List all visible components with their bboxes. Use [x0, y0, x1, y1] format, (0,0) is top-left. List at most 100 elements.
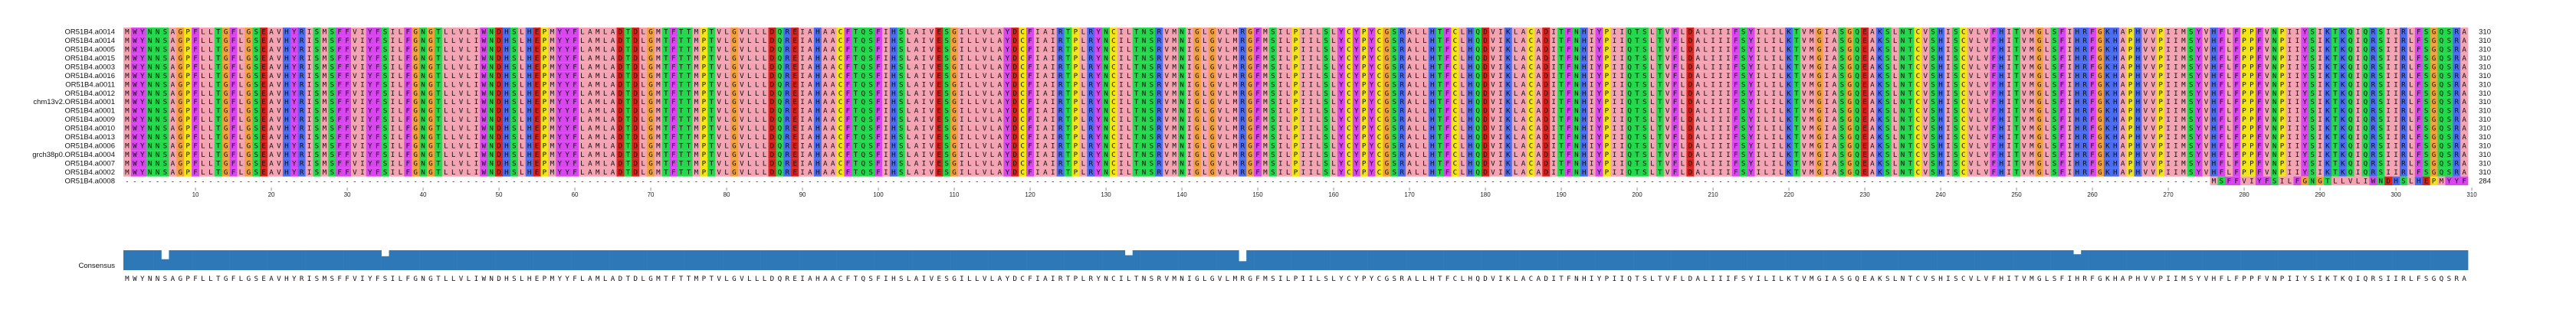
- sequence-name[interactable]: OR51B4.a0011: [65, 80, 115, 89]
- sequence-name[interactable]: chm13v2.OR51B4.a0001: [33, 98, 115, 106]
- sequence-name[interactable]: OR51B4.a0008: [65, 177, 116, 185]
- residue-letter: S: [1392, 63, 1396, 71]
- residue-letter: H: [1468, 46, 1472, 54]
- residue-letter: N: [2272, 90, 2277, 98]
- sequence-name[interactable]: OR51B4.a0001: [65, 107, 116, 116]
- sequence-name[interactable]: OR51B4.a0013: [65, 133, 116, 142]
- residue-letter: I: [2166, 46, 2171, 54]
- residue-letter: S: [2447, 54, 2452, 63]
- residue-letter: L: [1423, 63, 1427, 71]
- residue-letter: M: [694, 90, 699, 98]
- residue-letter: L: [1650, 80, 1655, 89]
- residue-letter: Q: [2440, 37, 2444, 45]
- residue-cell: [1511, 28, 1520, 37]
- residue-letter: A: [1833, 72, 1837, 80]
- residue-letter: F: [376, 28, 380, 37]
- residue-cell: [1003, 28, 1012, 37]
- residue-letter: A: [808, 46, 812, 54]
- residue-letter: L: [2227, 54, 2231, 63]
- residue-letter: M: [125, 46, 130, 54]
- sequence-name[interactable]: OR51B4.a0014: [65, 37, 116, 45]
- sequence-name[interactable]: OR51B4.a0009: [65, 116, 116, 124]
- residue-letter: G: [1210, 54, 1215, 63]
- sequence-name[interactable]: grch38p0.OR51B4.a0004: [32, 151, 115, 159]
- residue-letter: L: [580, 80, 585, 89]
- sequence-name[interactable]: OR51B4.a0007: [65, 159, 116, 168]
- residue-letter: Y: [2197, 90, 2201, 98]
- residue-letter: N: [1104, 28, 1108, 37]
- residue-letter: H: [2212, 54, 2217, 63]
- residue-letter: M: [1263, 80, 1268, 89]
- residue-letter: Y: [565, 72, 569, 80]
- sequence-name[interactable]: OR51B4.a0012: [65, 90, 116, 98]
- residue-letter: S: [163, 80, 168, 89]
- residue-letter: G: [428, 72, 433, 80]
- residue-letter: L: [2045, 63, 2049, 71]
- residue-letter: T: [1635, 63, 1639, 71]
- sequence-name[interactable]: OR51B4.a0005: [65, 46, 116, 54]
- residue-letter: F: [345, 37, 349, 45]
- residue-letter: M: [656, 37, 661, 45]
- sequence-name[interactable]: OR51B4.a0010: [65, 125, 116, 133]
- residue-letter: L: [755, 63, 760, 71]
- residue-letter: L: [990, 54, 995, 63]
- residue-letter: S: [1885, 63, 1890, 71]
- residue-letter: S: [1931, 72, 1935, 80]
- residue-letter: W: [133, 80, 137, 89]
- residue-letter: N: [1180, 63, 1184, 71]
- residue-letter: P: [543, 28, 547, 37]
- residue-letter: S: [1150, 90, 1154, 98]
- residue-letter: Q: [861, 54, 865, 63]
- residue-letter: A: [1407, 46, 1412, 54]
- residue-letter: R: [2371, 72, 2376, 80]
- residue-letter: K: [1506, 80, 1511, 89]
- residue-letter: C: [1961, 54, 1966, 63]
- residue-letter: L: [907, 90, 911, 98]
- residue-cell: [373, 28, 382, 37]
- residue-letter: G: [247, 28, 251, 37]
- sequence-name[interactable]: OR51B4.a0003: [65, 63, 116, 71]
- residue-letter: N: [1180, 54, 1184, 63]
- residue-letter: V: [353, 72, 357, 80]
- sequence-name[interactable]: OR51B4.a0014: [65, 28, 116, 37]
- sequence-name[interactable]: OR51B4.a0006: [65, 142, 116, 150]
- residue-letter: E: [792, 63, 797, 71]
- residue-letter: D: [633, 80, 638, 89]
- residue-letter: Y: [565, 90, 569, 98]
- residue-letter: G: [224, 37, 228, 45]
- residue-letter: I: [1619, 72, 1624, 80]
- residue-letter: I: [2007, 37, 2011, 45]
- residue-letter: V: [277, 90, 281, 98]
- residue-letter: L: [1977, 54, 1981, 63]
- residue-letter: A: [1870, 28, 1875, 37]
- residue-letter: C: [1347, 46, 1351, 54]
- residue-letter: C: [1529, 28, 1534, 37]
- residue-letter: C: [1453, 63, 1458, 71]
- residue-letter: I: [1590, 63, 1594, 71]
- residue-letter: F: [573, 80, 577, 89]
- sequence-name[interactable]: OR51B4.a0002: [65, 168, 116, 177]
- residue-letter: F: [231, 54, 236, 63]
- residue-letter: V: [1923, 54, 1928, 63]
- sequence-name[interactable]: OR51B4.a0016: [65, 72, 116, 80]
- residue-letter: I: [1551, 80, 1556, 89]
- residue-letter: Y: [565, 63, 569, 71]
- residue-letter: A: [269, 37, 274, 45]
- residue-letter: Y: [1749, 72, 1754, 80]
- residue-letter: S: [383, 37, 388, 45]
- sequence-name[interactable]: OR51B4.a0015: [65, 54, 116, 63]
- residue-letter: V: [1164, 90, 1169, 98]
- residue-letter: D: [1012, 37, 1017, 45]
- residue-letter: T: [2333, 54, 2338, 63]
- residue-letter: I: [1946, 54, 1951, 63]
